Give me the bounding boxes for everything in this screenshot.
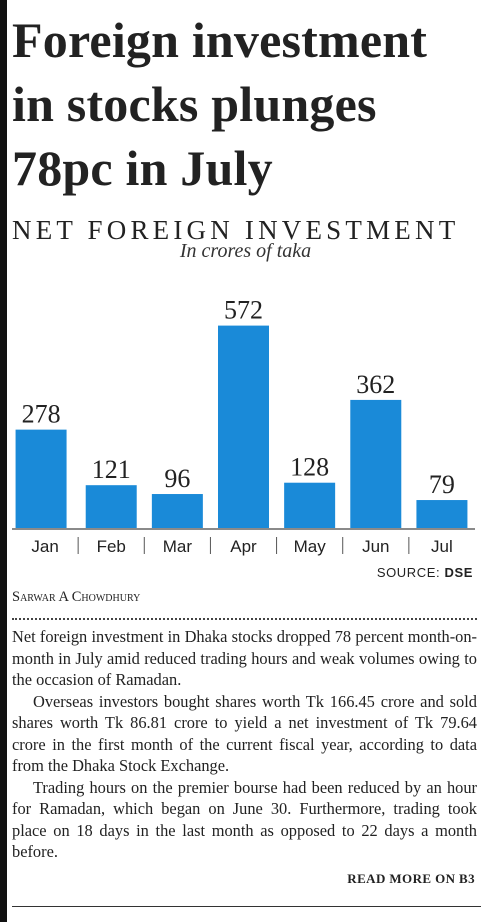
bar-apr bbox=[218, 325, 269, 528]
read-more-link[interactable]: READ MORE ON B3 bbox=[347, 871, 475, 886]
tick-label-jan: Jan bbox=[31, 537, 58, 556]
bottom-rule bbox=[12, 906, 481, 907]
tick-label-feb: Feb bbox=[97, 537, 126, 556]
source-prefix: SOURCE: bbox=[376, 565, 441, 580]
source-name: DSE bbox=[444, 565, 473, 580]
bar-may bbox=[284, 482, 336, 528]
chart-title: NET FOREIGN INVESTMENT bbox=[12, 215, 460, 245]
dotted-divider bbox=[12, 618, 477, 620]
chart-subtitle: In crores of taka bbox=[179, 240, 312, 262]
tick-label-may: May bbox=[294, 537, 327, 556]
headline: Foreign investment in stocks plunges 78p… bbox=[12, 12, 428, 196]
tick-label-jul: Jul bbox=[431, 537, 453, 556]
bar-jul bbox=[416, 500, 468, 528]
data-label-jun: 362 bbox=[356, 370, 395, 399]
data-label-may: 128 bbox=[290, 453, 329, 482]
tick-label-jun: Jun bbox=[362, 537, 389, 556]
chart-source: SOURCE: DSE bbox=[377, 565, 473, 580]
data-label-apr: 572 bbox=[224, 296, 263, 325]
article-paragraph: Overseas investors bought shares worth T… bbox=[12, 691, 477, 776]
data-label-jan: 278 bbox=[22, 400, 61, 429]
bar-mar bbox=[151, 494, 203, 528]
bar-chart: 278 Jan 121 Feb 96 Mar 572 Apr 128 May 362 Jun 79 Jul bbox=[12, 296, 475, 556]
data-label-feb: 121 bbox=[92, 455, 131, 484]
data-label-mar: 96 bbox=[164, 464, 190, 493]
bar-jun bbox=[350, 399, 402, 528]
article-paragraph: Trading hours on the premier bourse had … bbox=[12, 777, 477, 862]
bar-jan bbox=[15, 429, 67, 528]
left-margin-bar bbox=[0, 0, 7, 922]
bar-feb bbox=[85, 485, 137, 528]
article-paragraph: Net foreign investment in Dhaka stocks d… bbox=[12, 627, 477, 689]
tick-label-apr: Apr bbox=[230, 537, 257, 556]
data-label-jul: 79 bbox=[429, 470, 455, 499]
tick-label-mar: Mar bbox=[163, 537, 193, 556]
byline: Sarwar A Chowdhury bbox=[12, 589, 141, 605]
article-body: Net foreign investment in Dhaka stocks d… bbox=[12, 626, 477, 863]
